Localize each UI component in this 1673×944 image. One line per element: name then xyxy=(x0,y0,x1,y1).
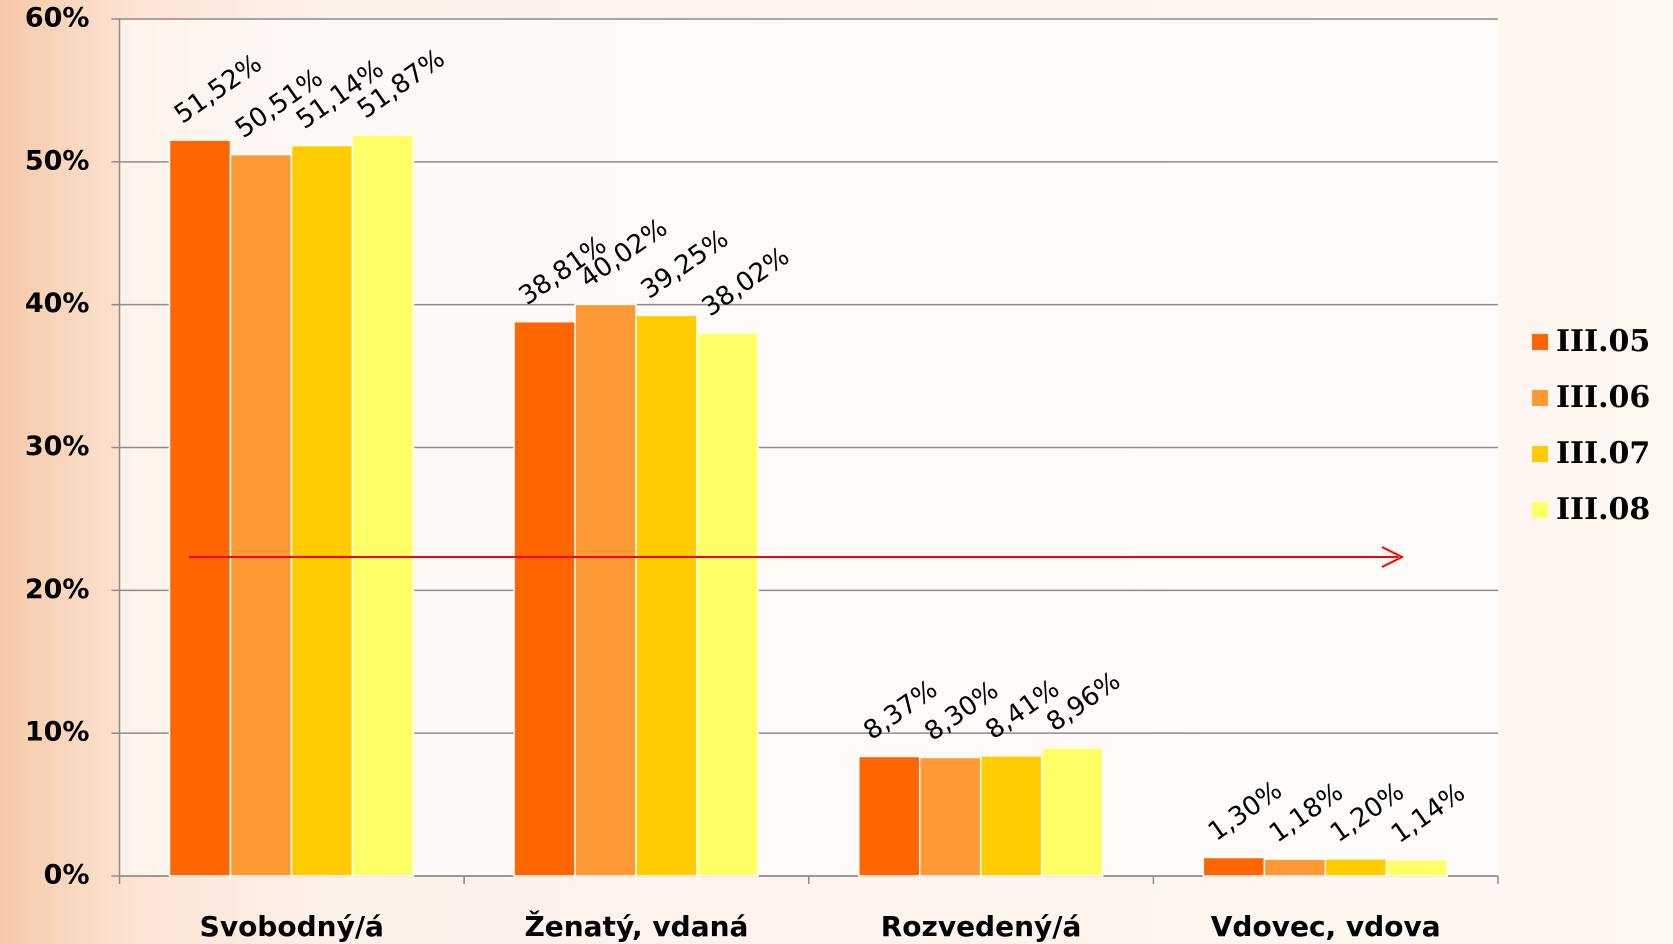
bar xyxy=(574,303,637,877)
bar xyxy=(918,756,982,877)
bar xyxy=(1385,858,1449,877)
legend-label: III.08 xyxy=(1556,492,1650,527)
bar xyxy=(229,153,293,877)
bars xyxy=(168,134,1449,877)
bar xyxy=(168,139,232,877)
x-tick-label: Ženatý, vdaná xyxy=(524,909,748,943)
legend-label: III.05 xyxy=(1556,324,1650,359)
arrow-head xyxy=(1381,546,1405,568)
bar xyxy=(1202,856,1266,877)
y-tick-label: 0% xyxy=(44,860,90,891)
x-tick-label: Rozvedený/á xyxy=(881,910,1082,943)
bar xyxy=(1263,858,1327,877)
y-tick-label: 40% xyxy=(25,288,90,319)
bar xyxy=(1040,747,1104,877)
legend-label: III.06 xyxy=(1556,380,1650,415)
bar xyxy=(635,314,698,877)
bar xyxy=(696,332,759,877)
y-tick-label: 20% xyxy=(25,574,90,605)
y-tick-label: 50% xyxy=(25,145,90,176)
y-tick-label: 60% xyxy=(25,3,90,34)
bar xyxy=(290,144,354,877)
y-tick-label: 30% xyxy=(25,431,90,462)
legend-swatch xyxy=(1532,502,1548,518)
x-tick-label: Svobodný/á xyxy=(200,910,384,943)
bar xyxy=(979,755,1043,877)
legend-swatch xyxy=(1532,446,1548,462)
bar xyxy=(513,320,576,877)
bar xyxy=(1324,858,1388,877)
legend-label: III.07 xyxy=(1556,436,1650,471)
y-tick-label: 10% xyxy=(25,717,90,748)
legend-swatch xyxy=(1532,334,1548,350)
x-tick-label: Vdovec, vdova xyxy=(1211,910,1441,943)
bar xyxy=(857,755,921,877)
legend-swatch xyxy=(1532,390,1548,406)
bar xyxy=(351,134,415,877)
